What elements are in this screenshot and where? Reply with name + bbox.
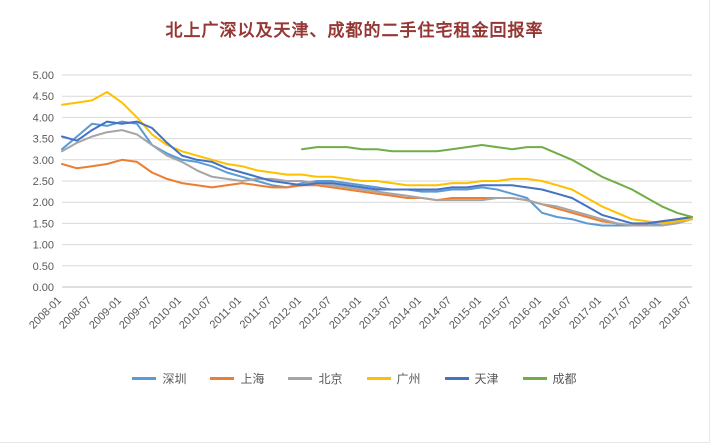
x-tick-label: 2014-01 — [387, 295, 424, 332]
x-tick-label: 2016-01 — [507, 295, 544, 332]
x-tick-label: 2014-07 — [417, 295, 454, 332]
legend-label: 北京 — [318, 372, 343, 386]
legend-item-chengdu: 成都 — [522, 370, 577, 387]
x-tick-label: 2011-01 — [208, 295, 244, 331]
x-tick-label: 2009-07 — [117, 295, 154, 332]
series-line-beijing — [61, 129, 693, 227]
x-tick-label: 2009-01 — [87, 295, 124, 332]
y-tick-label: 0.00 — [33, 282, 54, 294]
x-tick-label: 2008-07 — [57, 295, 94, 332]
x-tick-label: 2010-07 — [177, 295, 214, 332]
y-tick-label: 0.50 — [33, 261, 54, 273]
y-tick-label: 1.00 — [33, 240, 54, 252]
x-tick-label: 2015-07 — [477, 295, 514, 332]
chart-legend: 深圳 上海 北京 广州 天津 成都 — [0, 370, 709, 387]
y-tick-label: 2.50 — [33, 176, 54, 188]
x-tick-label: 2013-01 — [327, 295, 364, 332]
x-tick-label: 2012-01 — [267, 295, 304, 332]
x-tick-label: 2016-07 — [537, 295, 574, 332]
y-tick-label: 3.00 — [33, 155, 54, 167]
x-tick-label: 2013-07 — [357, 295, 394, 332]
legend-marker-chengdu — [522, 377, 547, 380]
x-tick-label: 2012-07 — [297, 295, 334, 332]
legend-item-shanghai: 上海 — [210, 370, 264, 387]
y-tick-label: 4.50 — [33, 91, 54, 103]
legend-marker-shenzhen — [132, 377, 157, 380]
x-tick-label: 2017-01 — [567, 295, 604, 332]
x-tick-label: 2018-01 — [627, 295, 664, 332]
series-line-tianjin — [61, 120, 693, 225]
legend-item-beijing: 北京 — [288, 370, 343, 387]
x-tick-label: 2015-01 — [447, 295, 484, 332]
x-tick-label: 2017-07 — [597, 295, 634, 332]
x-tick-label: 2008-01 — [27, 295, 64, 332]
y-tick-label: 1.50 — [33, 218, 54, 230]
y-tick-label: 4.00 — [33, 112, 54, 124]
series-line-shanghai — [61, 158, 693, 227]
y-tick-label: 2.00 — [33, 197, 54, 209]
y-tick-label: 5.00 — [33, 70, 54, 82]
legend-label: 成都 — [552, 372, 577, 386]
series-line-guangzhou — [61, 91, 693, 225]
series-line-chengdu — [301, 144, 693, 218]
legend-item-tianjin: 天津 — [444, 370, 499, 387]
legend-label: 上海 — [240, 372, 265, 386]
legend-marker-shanghai — [210, 377, 235, 380]
series-line-shenzhen — [61, 120, 693, 227]
x-tick-label: 2018-07 — [657, 295, 694, 332]
legend-label: 天津 — [474, 372, 499, 386]
legend-marker-guangzhou — [366, 377, 391, 380]
legend-label: 广州 — [396, 372, 421, 386]
chart-title: 北上广深以及天津、成都的二手住宅租金回报率 — [165, 21, 544, 40]
legend-marker-beijing — [288, 377, 313, 380]
legend-item-shenzhen: 深圳 — [132, 370, 186, 387]
legend-item-guangzhou: 广州 — [366, 370, 421, 387]
legend-marker-tianjin — [444, 377, 469, 380]
y-tick-label: 3.50 — [33, 134, 54, 146]
chart-plot: 0.00 0.50 1.00 1.50 2.00 2.50 3.00 3.50 4.00 4.50… — [27, 70, 694, 332]
legend-label: 深圳 — [162, 372, 187, 386]
x-tick-label: 2010-01 — [147, 295, 184, 332]
